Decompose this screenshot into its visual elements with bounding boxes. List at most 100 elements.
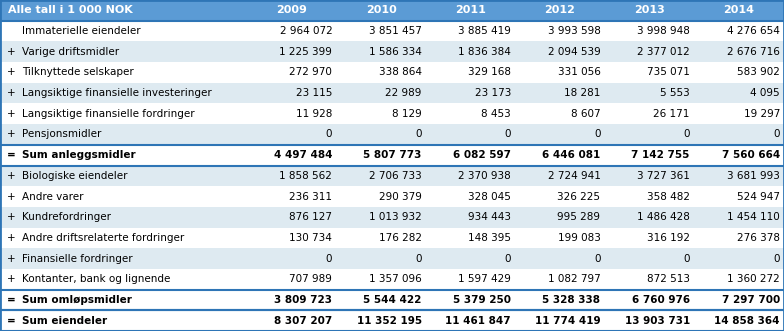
Text: Kontanter, bank og lignende: Kontanter, bank og lignende xyxy=(22,274,170,284)
Text: Varige driftsmidler: Varige driftsmidler xyxy=(22,47,119,57)
Text: 23 115: 23 115 xyxy=(296,88,332,98)
Text: Finansielle fordringer: Finansielle fordringer xyxy=(22,254,132,263)
Text: Andre driftsrelaterte fordringer: Andre driftsrelaterte fordringer xyxy=(22,233,184,243)
Text: 358 482: 358 482 xyxy=(647,192,690,202)
Text: 4 095: 4 095 xyxy=(750,88,780,98)
Text: 5 544 422: 5 544 422 xyxy=(363,295,422,305)
Text: 316 192: 316 192 xyxy=(647,233,690,243)
Text: 2014: 2014 xyxy=(724,5,754,15)
Text: +: + xyxy=(7,212,16,222)
Bar xyxy=(0,310,784,331)
Text: 1 357 096: 1 357 096 xyxy=(369,274,422,284)
Bar xyxy=(0,228,784,248)
Text: 5 328 338: 5 328 338 xyxy=(543,295,601,305)
Text: +: + xyxy=(7,47,16,57)
Text: 326 225: 326 225 xyxy=(557,192,601,202)
Bar xyxy=(0,41,784,62)
Text: 0: 0 xyxy=(416,129,422,139)
Text: 8 607: 8 607 xyxy=(571,109,601,119)
Text: 130 734: 130 734 xyxy=(289,233,332,243)
Text: 7 142 755: 7 142 755 xyxy=(631,150,690,160)
Text: 1 360 272: 1 360 272 xyxy=(728,274,780,284)
Text: +: + xyxy=(7,274,16,284)
Bar xyxy=(0,248,784,269)
Text: 176 282: 176 282 xyxy=(379,233,422,243)
Text: 2010: 2010 xyxy=(365,5,397,15)
Text: 2 724 941: 2 724 941 xyxy=(547,171,601,181)
Text: 1 454 110: 1 454 110 xyxy=(728,212,780,222)
Text: 290 379: 290 379 xyxy=(379,192,422,202)
Text: 11 461 847: 11 461 847 xyxy=(445,316,511,326)
Text: Langsiktige finansielle investeringer: Langsiktige finansielle investeringer xyxy=(22,88,212,98)
Text: 11 928: 11 928 xyxy=(296,109,332,119)
Text: 6 082 597: 6 082 597 xyxy=(453,150,511,160)
Text: +: + xyxy=(7,233,16,243)
Text: 338 864: 338 864 xyxy=(379,68,422,77)
Text: 934 443: 934 443 xyxy=(468,212,511,222)
Text: 2009: 2009 xyxy=(276,5,307,15)
Text: 13 903 731: 13 903 731 xyxy=(625,316,690,326)
Text: 236 311: 236 311 xyxy=(289,192,332,202)
Text: 0: 0 xyxy=(326,129,332,139)
Text: 1 082 797: 1 082 797 xyxy=(548,274,601,284)
Text: 0: 0 xyxy=(774,129,780,139)
Text: 7 560 664: 7 560 664 xyxy=(722,150,780,160)
Text: Sum omløpsmidler: Sum omløpsmidler xyxy=(22,295,132,305)
Text: 26 171: 26 171 xyxy=(654,109,690,119)
Text: Andre varer: Andre varer xyxy=(22,192,84,202)
Text: 524 947: 524 947 xyxy=(737,192,780,202)
Text: 2 094 539: 2 094 539 xyxy=(548,47,601,57)
Text: 276 378: 276 378 xyxy=(737,233,780,243)
Text: 4 276 654: 4 276 654 xyxy=(727,26,780,36)
Text: 2013: 2013 xyxy=(633,5,665,15)
Text: 5 807 773: 5 807 773 xyxy=(363,150,422,160)
Text: 2 377 012: 2 377 012 xyxy=(637,47,690,57)
Bar xyxy=(0,0,784,21)
Text: 18 281: 18 281 xyxy=(564,88,601,98)
Bar xyxy=(0,290,784,310)
Bar xyxy=(0,166,784,186)
Text: 4 497 484: 4 497 484 xyxy=(274,150,332,160)
Text: 272 970: 272 970 xyxy=(289,68,332,77)
Text: Alle tall i 1 000 NOK: Alle tall i 1 000 NOK xyxy=(8,5,132,15)
Text: +: + xyxy=(7,68,16,77)
Text: =: = xyxy=(7,150,16,160)
Text: =: = xyxy=(7,295,16,305)
Text: 11 352 195: 11 352 195 xyxy=(357,316,422,326)
Text: Kundrefordringer: Kundrefordringer xyxy=(22,212,111,222)
Text: 331 056: 331 056 xyxy=(557,68,601,77)
Text: +: + xyxy=(7,109,16,119)
Text: 1 597 429: 1 597 429 xyxy=(458,274,511,284)
Text: +: + xyxy=(7,129,16,139)
Text: 3 681 993: 3 681 993 xyxy=(727,171,780,181)
Text: 199 083: 199 083 xyxy=(557,233,601,243)
Text: 0: 0 xyxy=(774,254,780,263)
Text: 8 129: 8 129 xyxy=(392,109,422,119)
Text: 14 858 364: 14 858 364 xyxy=(714,316,780,326)
Text: 876 127: 876 127 xyxy=(289,212,332,222)
Text: 1 836 384: 1 836 384 xyxy=(458,47,511,57)
Text: 0: 0 xyxy=(594,129,601,139)
Text: Sum eiendeler: Sum eiendeler xyxy=(22,316,107,326)
Bar xyxy=(0,269,784,290)
Bar xyxy=(0,21,784,41)
Text: Sum anleggsmidler: Sum anleggsmidler xyxy=(22,150,136,160)
Text: 2 370 938: 2 370 938 xyxy=(459,171,511,181)
Text: +: + xyxy=(7,192,16,202)
Bar xyxy=(0,83,784,103)
Text: 2 676 716: 2 676 716 xyxy=(727,47,780,57)
Text: Pensjonsmidler: Pensjonsmidler xyxy=(22,129,101,139)
Text: 6 760 976: 6 760 976 xyxy=(632,295,690,305)
Text: 3 727 361: 3 727 361 xyxy=(637,171,690,181)
Text: 2011: 2011 xyxy=(455,5,486,15)
Text: 19 297: 19 297 xyxy=(744,109,780,119)
Bar xyxy=(0,62,784,83)
Bar xyxy=(0,207,784,228)
Text: 0: 0 xyxy=(684,254,690,263)
Text: 995 289: 995 289 xyxy=(557,212,601,222)
Text: 0: 0 xyxy=(594,254,601,263)
Text: 0: 0 xyxy=(505,254,511,263)
Text: 23 173: 23 173 xyxy=(475,88,511,98)
Text: 735 071: 735 071 xyxy=(647,68,690,77)
Text: Tilknyttede selskaper: Tilknyttede selskaper xyxy=(22,68,134,77)
